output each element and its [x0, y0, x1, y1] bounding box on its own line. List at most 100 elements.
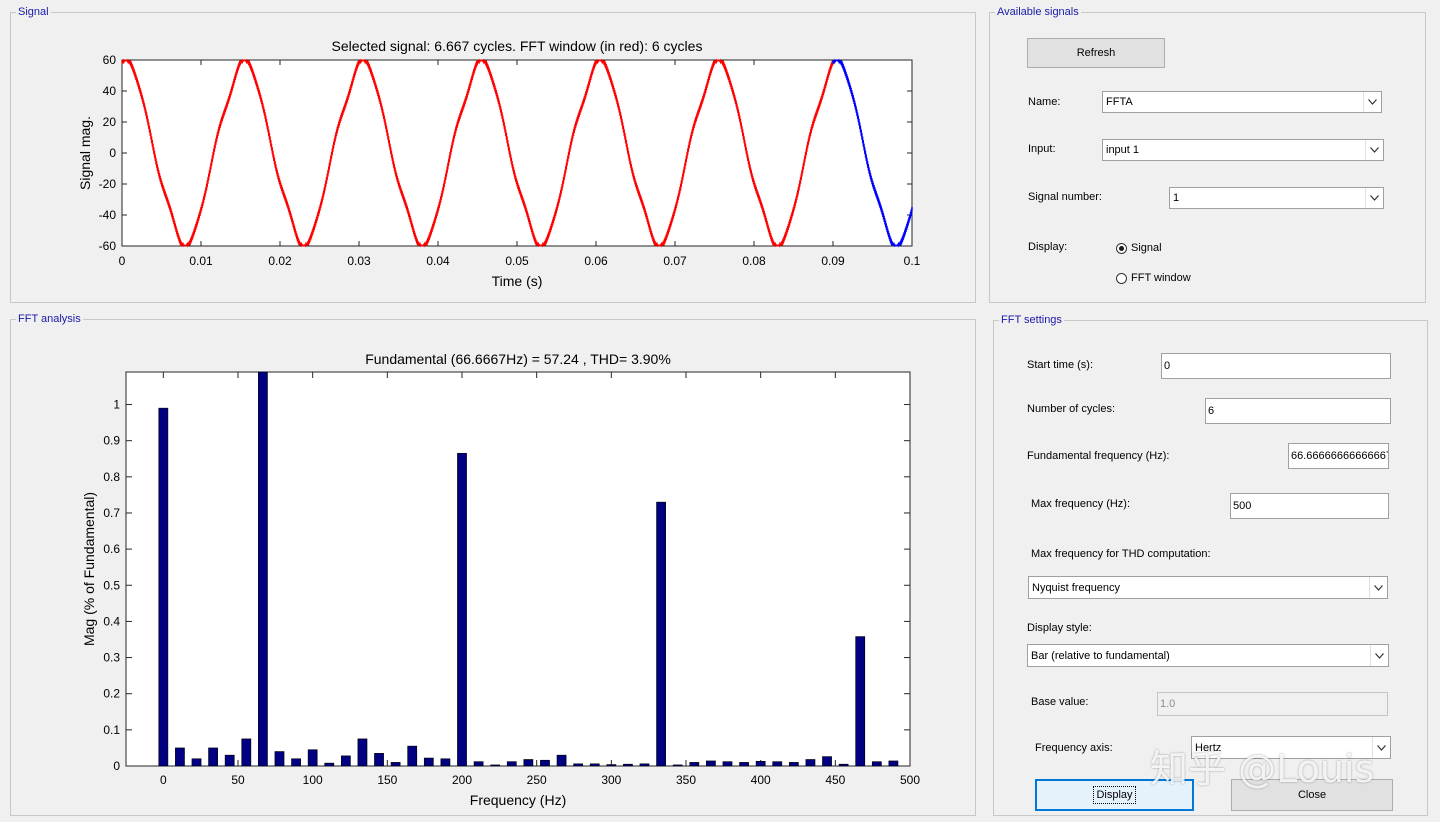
bar — [390, 762, 401, 767]
x-tick-label: 0.1 — [904, 254, 921, 268]
bar — [241, 738, 252, 767]
chevron-down-icon — [1365, 140, 1383, 160]
signal-number-select[interactable]: 1 — [1169, 187, 1384, 209]
freq-axis-value: Hertz — [1195, 741, 1222, 754]
fft-settings-panel: FFT settings Start time (s): 0 Number of… — [993, 314, 1428, 816]
y-tick-label: 40 — [103, 84, 117, 98]
radio-checked-icon — [1116, 242, 1127, 254]
y-tick-label: 20 — [103, 115, 117, 129]
freq-axis-label: Frequency axis: — [1035, 742, 1113, 754]
display-button[interactable]: Display — [1035, 779, 1194, 811]
x-axis-label: Time (s) — [492, 273, 543, 289]
bar — [838, 763, 849, 767]
refresh-button[interactable]: Refresh — [1027, 38, 1165, 68]
signal-number-label: Signal number: — [1028, 191, 1102, 203]
name-label: Name: — [1028, 96, 1061, 108]
y-tick-label: 0.2 — [103, 687, 120, 701]
bar — [656, 501, 666, 767]
display-signal-label: Signal — [1131, 242, 1162, 254]
refresh-button-label: Refresh — [1076, 47, 1116, 59]
available-signals-title: Available signals — [995, 6, 1081, 19]
signal-number-value: 1 — [1173, 192, 1180, 204]
bar — [556, 754, 567, 767]
display-button-label: Display — [1093, 786, 1136, 804]
available-signals-panel: Available signals Refresh Name: FFTA Inp… — [989, 6, 1426, 303]
max-freq-field[interactable]: 500 — [1230, 493, 1389, 519]
freq-axis-select[interactable]: Hertz — [1191, 736, 1391, 759]
max-freq-thd-value: Nyquist frequency — [1032, 581, 1121, 594]
bar — [573, 763, 584, 767]
fund-freq-field[interactable]: 66.666666666666671 — [1288, 443, 1389, 469]
bar — [407, 745, 418, 767]
fft-analysis-panel: FFT analysis 0 50 100 150 200 250 300 350 400 450… — [10, 313, 976, 816]
x-tick-label: 0.08 — [742, 254, 766, 268]
display-style-select[interactable]: Bar (relative to fundamental) — [1027, 644, 1389, 667]
x-axis-label: Frequency (Hz) — [470, 792, 566, 808]
start-time-label: Start time (s): — [1027, 359, 1094, 371]
x-tick-label: 0.01 — [189, 254, 213, 268]
y-tick-label: -40 — [99, 208, 117, 222]
y-tick-label: 0.1 — [103, 723, 120, 737]
num-cycles-field[interactable]: 6 — [1205, 398, 1391, 424]
input-select[interactable]: input 1 — [1102, 139, 1384, 161]
series-fft-window — [121, 58, 834, 248]
bar — [788, 762, 799, 767]
series-remainder — [832, 58, 913, 248]
x-tick-label: 450 — [825, 773, 845, 787]
x-tick-label: 50 — [231, 773, 245, 787]
x-tick-label: 0.05 — [505, 254, 529, 268]
y-tick-label: 0.9 — [103, 434, 120, 448]
display-style-value: Bar (relative to fundamental) — [1031, 649, 1170, 662]
bar — [871, 761, 882, 767]
x-tick-label: 250 — [527, 773, 547, 787]
x-tick-label: 500 — [900, 773, 920, 787]
close-button[interactable]: Close — [1231, 779, 1393, 811]
chevron-down-icon — [1370, 645, 1388, 666]
y-tick-label: 0 — [113, 759, 120, 773]
max-freq-thd-select[interactable]: Nyquist frequency — [1028, 576, 1388, 599]
y-tick-label: 0.4 — [103, 614, 120, 628]
bar — [805, 759, 816, 767]
x-tick-label: 400 — [751, 773, 771, 787]
fft-analysis-title: FFT analysis — [16, 313, 83, 326]
bar — [374, 753, 384, 767]
bar — [158, 407, 169, 767]
y-tick-label: 0.8 — [103, 470, 120, 484]
input-label: Input: — [1028, 143, 1056, 155]
x-tick-label: 0.03 — [347, 254, 371, 268]
bar — [224, 754, 235, 767]
chevron-down-icon — [1372, 737, 1390, 758]
x-tick-label: 0.07 — [663, 254, 687, 268]
bar — [822, 756, 832, 767]
y-axis-label: Mag (% of Fundamental) — [81, 492, 97, 646]
y-tick-label: -20 — [99, 177, 117, 191]
bar — [506, 761, 517, 767]
bar — [722, 761, 733, 767]
base-value-field: 1.0 — [1157, 692, 1388, 716]
fund-freq-label: Fundamental frequency (Hz): — [1027, 450, 1170, 462]
x-tick-label: 300 — [601, 773, 621, 787]
bar — [739, 762, 749, 767]
display-fft-window-label: FFT window — [1131, 272, 1191, 284]
start-time-field[interactable]: 0 — [1161, 353, 1391, 379]
y-tick-label: -60 — [99, 239, 117, 253]
name-select[interactable]: FFTA — [1102, 91, 1382, 113]
x-tick-label: 0 — [160, 773, 167, 787]
bar — [191, 758, 202, 767]
display-signal-radio[interactable]: Signal — [1116, 242, 1162, 254]
display-label: Display: — [1028, 241, 1068, 253]
close-button-label: Close — [1297, 789, 1327, 801]
bar — [755, 760, 766, 767]
signal-chart: 0 0.01 0.02 0.03 0.04 0.05 0.06 0.07 0.08 0.09 0.1… — [77, 38, 921, 289]
bar — [291, 758, 301, 767]
bar — [440, 758, 451, 767]
y-tick-label: 60 — [103, 53, 117, 67]
bar — [258, 371, 268, 767]
display-fft-window-radio[interactable]: FFT window — [1116, 272, 1191, 284]
y-tick-label: 0.7 — [103, 506, 120, 520]
bar — [490, 764, 501, 767]
bar — [340, 755, 351, 767]
x-tick-label: 0.06 — [584, 254, 608, 268]
bar — [540, 759, 550, 767]
bar — [772, 761, 783, 767]
